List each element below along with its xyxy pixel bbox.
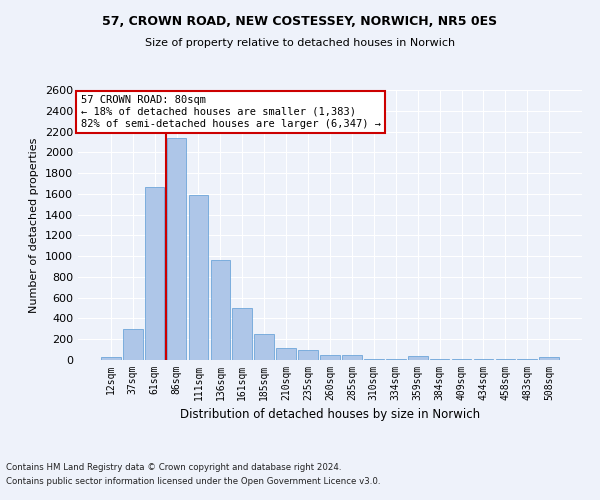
Bar [298,350,318,360]
Bar [342,355,362,360]
Bar [254,334,274,360]
Bar [232,308,252,360]
Bar [167,138,187,360]
Text: Contains public sector information licensed under the Open Government Licence v3: Contains public sector information licen… [6,477,380,486]
Bar [320,355,340,360]
Bar [101,358,121,360]
Text: Size of property relative to detached houses in Norwich: Size of property relative to detached ho… [145,38,455,48]
Text: 57, CROWN ROAD, NEW COSTESSEY, NORWICH, NR5 0ES: 57, CROWN ROAD, NEW COSTESSEY, NORWICH, … [103,15,497,28]
Text: 57 CROWN ROAD: 80sqm
← 18% of detached houses are smaller (1,383)
82% of semi-de: 57 CROWN ROAD: 80sqm ← 18% of detached h… [80,96,380,128]
Bar [276,348,296,360]
Bar [145,186,164,360]
Bar [211,260,230,360]
Bar [408,356,428,360]
Text: Contains HM Land Registry data © Crown copyright and database right 2024.: Contains HM Land Registry data © Crown c… [6,464,341,472]
X-axis label: Distribution of detached houses by size in Norwich: Distribution of detached houses by size … [180,408,480,422]
Bar [188,195,208,360]
Bar [123,329,143,360]
Y-axis label: Number of detached properties: Number of detached properties [29,138,40,312]
Bar [539,358,559,360]
